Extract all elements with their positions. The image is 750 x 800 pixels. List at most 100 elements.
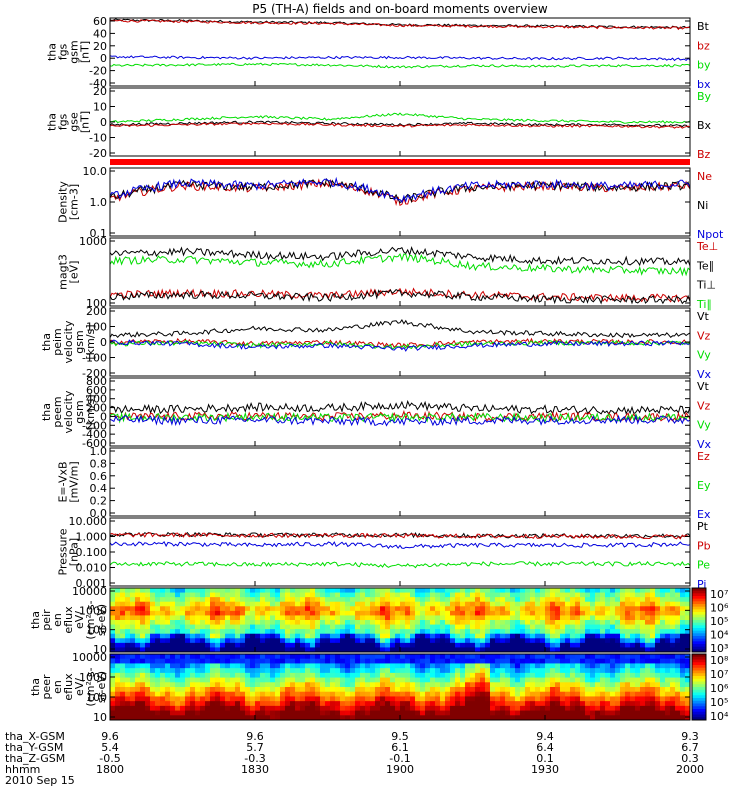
spectrogram-cell bbox=[310, 638, 316, 644]
spectrogram-cell bbox=[220, 592, 226, 598]
spectrogram-cell bbox=[510, 668, 516, 674]
spectrogram-cell bbox=[540, 620, 546, 625]
spectrogram-cell bbox=[490, 633, 496, 639]
y-axis-label: tha bbox=[46, 43, 59, 61]
spectrogram-cell bbox=[670, 705, 676, 711]
spectrogram-cell bbox=[140, 696, 146, 702]
spectrogram-cell bbox=[505, 658, 511, 664]
spectrogram-cell bbox=[535, 597, 541, 603]
spectrogram-cell bbox=[560, 701, 566, 707]
spectrogram-cell bbox=[505, 615, 511, 621]
spectrogram-cell bbox=[675, 710, 681, 716]
spectrogram-cell bbox=[265, 677, 271, 683]
spectrogram-cell bbox=[660, 710, 666, 716]
spectrogram-cell bbox=[300, 682, 306, 688]
spectrogram-cell bbox=[425, 633, 431, 639]
spectrogram-cell bbox=[555, 710, 561, 716]
series-line-Vz bbox=[109, 337, 691, 349]
spectrogram-cell bbox=[305, 588, 311, 593]
spectrogram-cell bbox=[455, 638, 461, 644]
spectrogram-cell bbox=[500, 672, 506, 678]
spectrogram-cell bbox=[540, 658, 546, 664]
spectrogram-cell bbox=[270, 592, 276, 598]
spectrogram-cell bbox=[125, 615, 131, 621]
spectrogram-cell bbox=[465, 633, 471, 639]
spectrogram-cell bbox=[500, 601, 506, 607]
spectrogram-cell bbox=[575, 668, 581, 674]
spectrogram-cell bbox=[120, 615, 126, 621]
spectrogram-cell bbox=[475, 597, 481, 603]
spectrogram-cell bbox=[435, 597, 441, 603]
spectrogram-cell bbox=[435, 606, 441, 612]
spectrogram-cell bbox=[455, 629, 461, 635]
spectrogram-cell bbox=[135, 588, 141, 593]
spectrogram-cell bbox=[185, 701, 191, 707]
spectrogram-cell bbox=[315, 588, 321, 593]
colorbar-label: 10⁵ bbox=[710, 615, 728, 628]
spectrogram-cell bbox=[240, 642, 246, 648]
spectrogram-cell bbox=[260, 710, 266, 716]
spectrogram-cell bbox=[490, 615, 496, 621]
spectrogram-cell bbox=[450, 597, 456, 603]
spectrogram-cell bbox=[245, 691, 251, 697]
spectrogram-cell bbox=[190, 710, 196, 716]
spectrogram-cell bbox=[215, 668, 221, 674]
spectrogram-cell bbox=[535, 687, 541, 693]
spectrogram-cell bbox=[510, 642, 516, 648]
y-axis-label: eflux bbox=[62, 606, 75, 634]
spectrogram-cell bbox=[560, 705, 566, 711]
spectrogram-cell bbox=[605, 620, 611, 625]
spectrogram-cell bbox=[375, 654, 381, 660]
spectrogram-cell bbox=[585, 629, 591, 635]
spectrogram-cell bbox=[685, 620, 691, 625]
spectrogram-cell bbox=[685, 601, 691, 607]
spectrogram-cell bbox=[270, 658, 276, 664]
spectrogram-cell bbox=[525, 597, 531, 603]
spectrogram-cell bbox=[615, 597, 621, 603]
spectrogram-cell bbox=[495, 620, 501, 625]
spectrogram-cell bbox=[465, 691, 471, 697]
spectrogram-cell bbox=[535, 715, 541, 721]
spectrogram-cell bbox=[245, 696, 251, 702]
spectrogram-cell bbox=[610, 588, 616, 593]
spectrogram-cell bbox=[405, 638, 411, 644]
spectrogram-cell bbox=[275, 642, 281, 648]
spectrogram-cell bbox=[540, 696, 546, 702]
legend-entry: Bz bbox=[697, 148, 711, 161]
spectrogram-cell bbox=[480, 682, 486, 688]
spectrogram-cell bbox=[625, 638, 631, 644]
spectrogram-cell bbox=[540, 672, 546, 678]
spectrogram-cell bbox=[270, 588, 276, 593]
spectrogram-cell bbox=[145, 663, 151, 669]
spectrogram-cell bbox=[660, 620, 666, 625]
spectrogram-cell bbox=[665, 687, 671, 693]
spectrogram-cell bbox=[620, 663, 626, 669]
spectrogram-cell bbox=[295, 682, 301, 688]
spectrogram-cell bbox=[610, 606, 616, 612]
spectrogram-cell bbox=[420, 691, 426, 697]
spectrogram-cell bbox=[335, 588, 341, 593]
spectrogram-cell bbox=[470, 696, 476, 702]
spectrogram-cell bbox=[605, 615, 611, 621]
spectrogram-cell bbox=[675, 682, 681, 688]
spectrogram-cell bbox=[305, 629, 311, 635]
spectrogram-cell bbox=[600, 687, 606, 693]
spectrogram-cell bbox=[115, 705, 121, 711]
spectrogram-cell bbox=[240, 592, 246, 598]
spectrogram-cell bbox=[430, 663, 436, 669]
spectrogram-cell bbox=[685, 705, 691, 711]
spectrogram-cell bbox=[270, 691, 276, 697]
spectrogram-cell bbox=[195, 642, 201, 648]
spectrogram-cell bbox=[500, 687, 506, 693]
spectrogram-cell bbox=[585, 588, 591, 593]
spectrogram-cell bbox=[215, 654, 221, 660]
spectrogram-cell bbox=[360, 647, 366, 653]
spectrogram-cell bbox=[115, 592, 121, 598]
spectrogram-cell bbox=[125, 663, 131, 669]
spectrogram-cell bbox=[275, 668, 281, 674]
spectrogram-cell bbox=[485, 597, 491, 603]
spectrogram-cell bbox=[685, 663, 691, 669]
spectrogram-cell bbox=[385, 642, 391, 648]
spectrogram-cell bbox=[290, 663, 296, 669]
spectrogram-cell bbox=[525, 705, 531, 711]
